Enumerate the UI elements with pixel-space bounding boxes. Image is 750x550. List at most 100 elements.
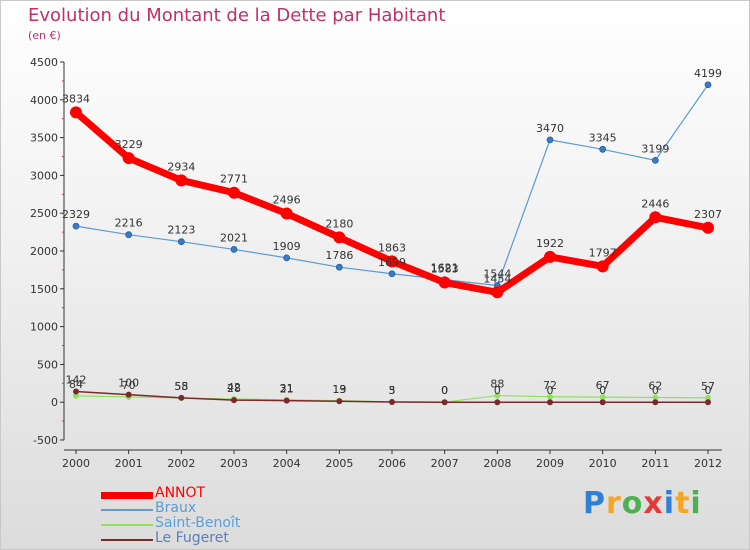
data-label: 84 [69,378,83,391]
data-point [652,394,659,401]
y-tick-label: 2000 [30,245,58,258]
data-point [544,250,556,263]
data-label: 2329 [62,208,90,221]
data-label: 0 [705,384,712,397]
data-label: 3834 [62,92,90,105]
y-tick-label: -500 [33,434,58,447]
y-tick-label: 3000 [30,169,58,182]
data-label: 1583 [431,263,459,276]
data-label: 2216 [115,217,143,230]
data-label: 72 [543,379,557,392]
data-label: 2021 [220,231,248,244]
data-point [336,398,343,405]
data-point [441,399,448,406]
data-point [283,397,290,404]
data-label: 3470 [536,122,564,135]
data-point [333,231,346,244]
x-tick-label: 2004 [273,457,301,470]
brand-letter: t [675,486,691,521]
data-label: 3229 [115,138,143,151]
data-point [230,246,238,253]
data-label: 1621 [431,262,459,275]
data-label: 1909 [273,240,301,253]
data-label: 1786 [325,249,353,262]
y-tick-label: 4500 [30,56,58,69]
data-point [70,106,82,119]
data-point [283,254,291,262]
data-label: 0 [441,384,448,397]
y-tick-label: 1000 [30,321,58,334]
data-point [494,399,501,406]
data-label: 57 [701,380,715,393]
brand-letter: o [621,486,644,521]
data-point [599,145,607,153]
data-point [178,394,185,401]
data-label: 21 [280,383,294,396]
data-label: 100 [118,377,139,390]
data-label: 0 [599,384,606,397]
data-label: 0 [652,384,659,397]
legend-swatch [101,491,153,499]
y-tick-label: 3500 [30,132,58,145]
data-point [125,231,133,239]
data-label: 70 [122,379,136,392]
data-point [177,238,185,246]
data-point [388,270,396,278]
data-point [705,399,711,406]
data-label: 19 [332,383,346,396]
brand-logo: Proxiti [583,486,702,521]
data-label: 42 [227,381,241,394]
data-label: 55 [174,380,188,393]
data-point [122,152,135,165]
x-tick-label: 2005 [325,457,353,470]
data-label: 88 [490,378,504,391]
data-point [704,81,712,89]
x-tick-label: 2008 [483,457,511,470]
data-point [649,211,662,224]
chart-title: Evolution du Montant de la Dette par Hab… [28,5,446,26]
legend-swatch [101,539,153,541]
data-label: 1544 [483,267,511,280]
data-point [389,398,395,405]
data-label: 1863 [378,241,406,254]
legend-label: Le Fugeret [155,530,229,546]
brand-letter: x [643,486,664,521]
y-tick-label: 0 [51,396,58,409]
data-point [705,394,711,401]
data-point [546,136,554,144]
data-label: 1454 [483,272,511,285]
data-label: 62 [648,380,662,393]
legend-label: ANNOT [155,485,206,501]
chart-subtitle: (en €) [28,29,61,42]
data-label: 1797 [589,246,617,259]
data-point [73,388,79,395]
legend-swatch [101,524,153,526]
data-point [652,399,659,406]
data-label: 28 [227,382,241,395]
data-label: 142 [66,373,87,386]
legend-swatch [101,509,153,511]
data-point [491,286,504,299]
brand-letter: P [583,486,606,521]
data-label: 1922 [536,237,564,250]
data-label: 2180 [325,217,353,230]
data-label: 3 [389,384,396,397]
data-label: 13 [332,383,346,396]
data-point [228,186,240,199]
x-tick-label: 2003 [220,457,248,470]
data-point [651,156,659,164]
data-point [599,399,606,406]
data-label: 0 [547,384,554,397]
data-label: 0 [441,384,448,397]
data-point [547,393,553,400]
x-tick-label: 2009 [536,457,564,470]
data-label: 2123 [167,224,195,237]
data-point [596,260,609,273]
data-label: 1699 [378,256,406,269]
data-point [438,276,451,289]
data-label: 2771 [220,173,248,186]
x-tick-label: 2000 [62,457,90,470]
data-label: 2496 [273,194,301,207]
data-label: 0 [494,384,501,397]
